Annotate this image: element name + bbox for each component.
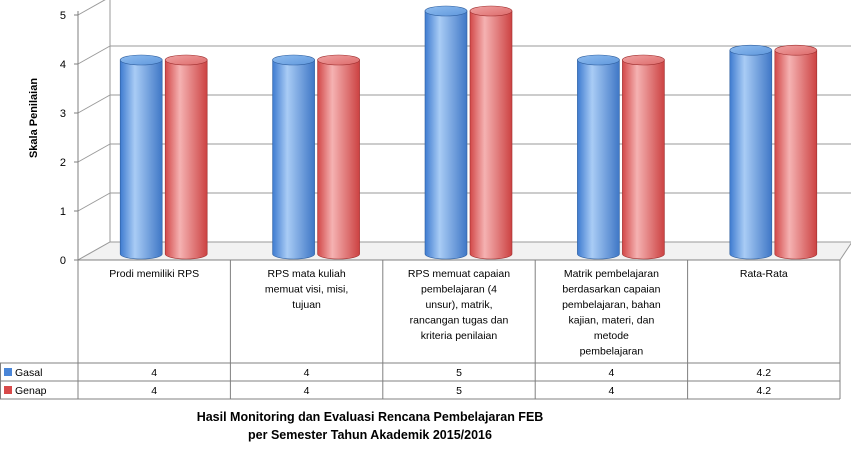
data-label: 4 <box>151 385 157 397</box>
bar-body <box>119 59 163 260</box>
x-tick-label: RPS memuat capaian <box>408 268 510 280</box>
bar-gasal <box>577 54 620 260</box>
y-tick-label: 0 <box>60 255 66 267</box>
bar-gasal <box>119 54 163 260</box>
x-tick-label: berdasarkan capaian <box>562 284 660 296</box>
bar-top <box>272 54 315 66</box>
x-tick-label: Matrik pembelajaran <box>564 268 659 280</box>
bar-body <box>469 10 513 260</box>
data-label: 4 <box>608 385 614 397</box>
data-label: 4 <box>304 367 310 379</box>
bar-genap <box>774 44 818 260</box>
gridline-diagonal <box>77 0 106 16</box>
bar-genap <box>622 54 665 260</box>
gridline-diagonal <box>77 143 111 163</box>
y-tick-label: 2 <box>60 157 66 169</box>
x-tick-label: rancangan tugas dan <box>410 315 509 327</box>
chart-subtitle: per Semester Tahun Akademik 2015/2016 <box>248 428 492 442</box>
bar-top <box>424 5 468 17</box>
x-tick-label: RPS mata kuliah <box>267 268 345 280</box>
bar-gasal <box>272 54 315 260</box>
data-label: 4 <box>304 385 310 397</box>
bar-genap <box>469 5 513 260</box>
bar-gasal <box>729 44 773 260</box>
x-tick-label: kriteria penilaian <box>421 330 498 342</box>
bars <box>119 5 818 260</box>
y-axis-label: Skala Penilaian <box>28 78 40 158</box>
bar-genap <box>317 54 360 260</box>
x-tick-label: tujuan <box>292 299 321 311</box>
data-label: 4 <box>151 367 157 379</box>
legend-label: Genap <box>15 385 47 397</box>
bar-top <box>469 5 513 17</box>
bar-body <box>424 10 468 260</box>
x-tick-label: kajian, materi, dan <box>569 315 655 327</box>
y-tick-label: 5 <box>60 10 66 22</box>
legend-swatch-genap <box>4 386 12 394</box>
data-label: 5 <box>456 385 462 397</box>
bar-gasal <box>424 5 468 260</box>
bar-body <box>577 59 620 260</box>
bar-top <box>774 44 818 56</box>
legend-swatch-gasal <box>4 368 12 376</box>
data-label: 4 <box>608 367 614 379</box>
y-tick-label: 4 <box>60 59 66 71</box>
x-tick-label: Rata-Rata <box>740 268 788 280</box>
gridline-diagonal <box>77 45 111 65</box>
x-tick-label: unsur), matrik, <box>425 299 492 311</box>
x-tick-label: Prodi memiliki RPS <box>109 268 199 280</box>
bar-body <box>622 59 665 260</box>
bar-body <box>729 49 773 260</box>
bar-top <box>577 54 620 66</box>
data-table: Prodi memiliki RPS RPS mata kuliah memuat … <box>0 259 841 400</box>
data-label: 4.2 <box>756 367 771 379</box>
x-tick-label: metode <box>594 330 629 342</box>
bar-genap <box>164 54 208 260</box>
legend-label: Gasal <box>15 367 42 379</box>
x-tick-label: memuat visi, misi, <box>265 284 348 296</box>
bar-body <box>272 59 315 260</box>
bar-body <box>317 59 360 260</box>
gridline-diagonal <box>77 94 111 114</box>
y-axis: 0 1 2 3 4 5 <box>60 10 79 267</box>
bar-top <box>119 54 163 66</box>
x-tick-label: pembelajaran <box>580 346 644 358</box>
bar-top <box>164 54 208 66</box>
bar-top <box>729 44 773 56</box>
bar-top <box>622 54 665 66</box>
y-tick-label: 3 <box>60 108 66 120</box>
bar-body <box>774 49 818 260</box>
gridline-diagonal <box>77 192 111 212</box>
x-tick-label: pembelajaran, bahan <box>562 299 661 311</box>
bar-top <box>317 54 360 66</box>
y-tick-label: 1 <box>60 206 66 218</box>
chart-title: Hasil Monitoring dan Evaluasi Rencana Pe… <box>197 410 544 424</box>
bar-body <box>164 59 208 260</box>
x-tick-label: pembelajaran (4 <box>421 284 497 296</box>
data-label: 5 <box>456 367 462 379</box>
data-label: 4.2 <box>756 385 771 397</box>
